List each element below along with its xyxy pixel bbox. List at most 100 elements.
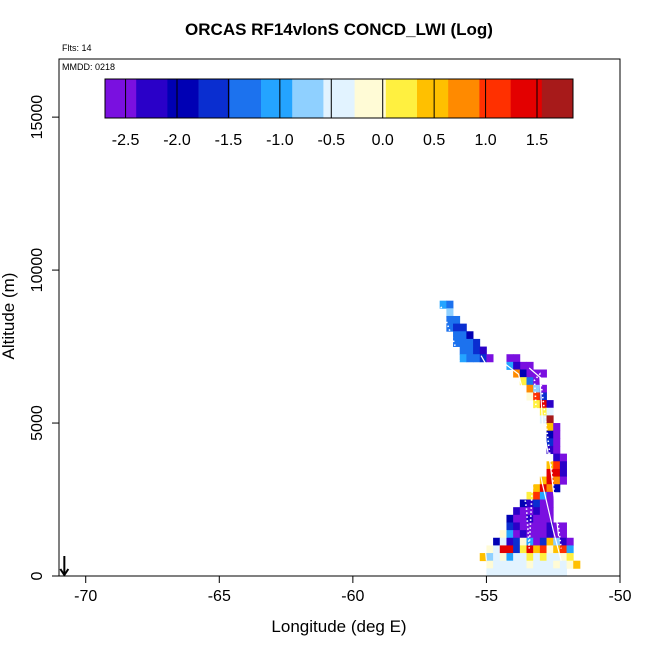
heatmap-cell [553,545,561,554]
heatmap-cell [459,346,467,355]
heatmap-cell [526,369,534,378]
heatmap-cell [453,338,461,347]
heatmap-cell [566,560,574,569]
heatmap-cell [539,499,547,508]
profile-line [528,367,560,537]
heatmap-cell [526,568,534,577]
heatmap-cell [453,315,461,325]
chart-title: ORCAS RF14vlonS CONCD_LWI (Log) [185,20,493,39]
heatmap-cell [499,545,507,554]
heatmap-cell [559,468,567,477]
heatmap-cell [539,560,547,569]
heatmap-cell [559,522,567,531]
heatmap-cell [446,300,454,309]
heatmap-cell [553,484,561,493]
heatmap-cell [533,537,541,546]
heatmap-cell [546,568,554,577]
heatmap-cell [553,430,561,439]
heatmap-cell [546,484,554,493]
heatmap-cell [559,568,567,577]
x-axis-ticks: -70 -65 -60 -55 -50 [74,576,632,605]
colorbar-segment [479,79,511,118]
heatmap-cell [533,507,541,516]
heatmap-cell [526,522,534,531]
heatmap-cell [526,553,534,562]
heatmap-cell [559,476,567,485]
heatmap-cell [539,392,547,401]
heatmap-cell [519,507,527,516]
heatmap-cell [553,553,561,562]
heatmap-cell [533,392,541,401]
heatmap-cell [553,568,561,577]
heatmap-cell [566,545,574,554]
heatmap-cell [546,423,554,432]
heatmap-cell [553,453,561,462]
heatmap-cell [539,400,547,409]
heatmap-cell [526,514,534,523]
colorbar-segment [448,79,480,118]
heatmap-cell [466,331,474,340]
heatmap-cell [479,354,487,363]
colorbar-tick-label: -2.5 [112,132,140,149]
heatmap-cell [519,369,527,378]
heatmap-cell [533,568,541,577]
heatmap-cell [486,553,494,562]
heatmap-cell [546,545,554,554]
colorbar-segment [198,79,231,118]
heatmap-cell [539,476,547,485]
y-tick-label: 0 [29,571,46,580]
colorbar-segment [167,79,199,118]
flights-count-label: Flts: 14 [62,43,92,53]
y-tick-label: 5000 [29,405,46,441]
x-tick-label: -50 [608,588,631,605]
heatmap-cell [526,507,534,516]
heatmap-cell [513,545,521,554]
colorbar-tick-label: -1.5 [215,132,243,149]
heatmap-cell [559,537,567,546]
heatmap-cell [519,499,527,508]
heatmap-cell [533,499,541,508]
heatmap-cell [486,560,494,569]
heatmap-cell [459,323,467,332]
heatmap-cell [559,553,567,562]
heatmap-cell [539,491,547,500]
heatmap-cell [486,545,494,554]
profile-line [477,355,488,561]
heatmap-cell [546,522,554,531]
heatmap-cell [499,568,507,577]
heatmap-cell [553,423,561,432]
heatmap-cell [533,553,541,562]
heatmap-cell [499,553,507,562]
heatmap-cell [446,323,454,332]
heatmap-cell [519,530,527,539]
heatmap-cell [559,453,567,462]
heatmap-cell [446,308,454,317]
heatmap-cell [513,369,521,378]
colorbar: -2.5 -2.0 -1.5 -1.0 -0.5 0.0 0.5 1.0 1.5 [104,78,574,149]
heatmap-cell [466,346,474,355]
heatmap-cell [553,522,561,531]
heatmap-cell [539,545,547,554]
heatmap-cell [546,445,554,455]
heatmap-cell [459,338,467,347]
heatmap-cell [519,545,527,554]
heatmap-cell [526,545,534,554]
heatmap-cell [499,560,507,569]
heatmap-cell [519,560,527,569]
heatmap-cell [526,361,534,370]
heatmap-cell [553,438,561,447]
heatmap-cells [439,300,581,577]
heatmap-cell [526,384,534,393]
heatmap-cell [506,568,514,577]
heatmap-cell [486,568,494,577]
heatmap-cell [559,545,567,554]
heatmap-cell [506,361,514,370]
heatmap-cell [493,568,501,577]
heatmap-cell [519,537,527,546]
colorbar-segment [323,79,355,118]
down-arrow-icon [59,556,70,577]
heatmap-cell [526,377,534,386]
y-axis-label: Altitude (m) [0,273,18,360]
y-axis-ticks: 0 5000 10000 15000 [29,95,59,580]
heatmap-cell [513,514,521,523]
